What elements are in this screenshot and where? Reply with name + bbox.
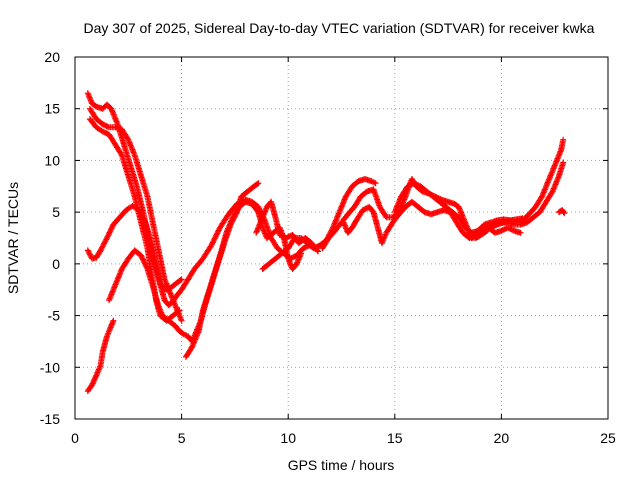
data-point — [560, 209, 567, 216]
data-point — [98, 246, 105, 252]
x-tick-label: 20 — [494, 430, 510, 446]
data-point — [517, 229, 524, 236]
data-point — [176, 307, 183, 314]
series-track-13 — [472, 159, 567, 241]
data-point — [254, 181, 261, 187]
data-point — [213, 231, 220, 238]
data-point — [255, 180, 262, 187]
y-tick-label: -10 — [40, 359, 60, 375]
data-point — [548, 189, 555, 196]
data-point — [372, 180, 379, 187]
y-tick-label: -5 — [48, 308, 61, 324]
data-point — [215, 228, 221, 235]
chart-title: Day 307 of 2025, Sidereal Day-to-day VTE… — [84, 20, 595, 36]
x-tick-label: 0 — [71, 430, 79, 446]
y-tick-label: 0 — [52, 256, 60, 272]
x-tick-label: 15 — [387, 430, 403, 446]
data-point — [561, 210, 568, 217]
data-point — [178, 317, 185, 324]
data-point — [110, 317, 117, 324]
data-point — [560, 136, 567, 143]
data-point — [188, 344, 195, 351]
series-track-6 — [84, 317, 117, 395]
x-tick-label: 5 — [178, 430, 186, 446]
plot-frame — [74, 56, 609, 420]
data-points — [84, 90, 568, 395]
series-track-2 — [86, 105, 185, 324]
y-tick-label: 15 — [44, 101, 60, 117]
data-point — [104, 123, 111, 130]
data-point — [107, 226, 114, 233]
data-point — [143, 264, 150, 271]
data-point — [99, 121, 106, 128]
y-tick-label: 20 — [44, 49, 60, 65]
axis-ticks: 0 5 10 15 20 25 -15 -10 -5 0 5 10 15 20 — [40, 49, 616, 446]
x-tick-label: 10 — [280, 430, 296, 446]
y-tick-label: 10 — [44, 152, 60, 168]
x-tick-label: 25 — [600, 430, 616, 446]
data-point — [177, 277, 184, 284]
series-track-11 — [340, 198, 524, 247]
series-track-12 — [391, 136, 567, 236]
series-track-14 — [556, 207, 568, 217]
y-axis-label: SDTVAR / TECUs — [5, 182, 21, 294]
data-point — [175, 308, 182, 315]
series-track-7 — [182, 198, 304, 360]
data-point — [118, 151, 125, 157]
data-point — [92, 373, 99, 380]
data-point — [560, 159, 567, 166]
y-tick-label: -15 — [40, 411, 60, 427]
x-axis-label: GPS time / hours — [288, 457, 395, 473]
y-tick-label: 5 — [52, 204, 60, 220]
data-point — [178, 276, 185, 283]
data-point — [106, 229, 113, 236]
data-point — [298, 250, 304, 257]
